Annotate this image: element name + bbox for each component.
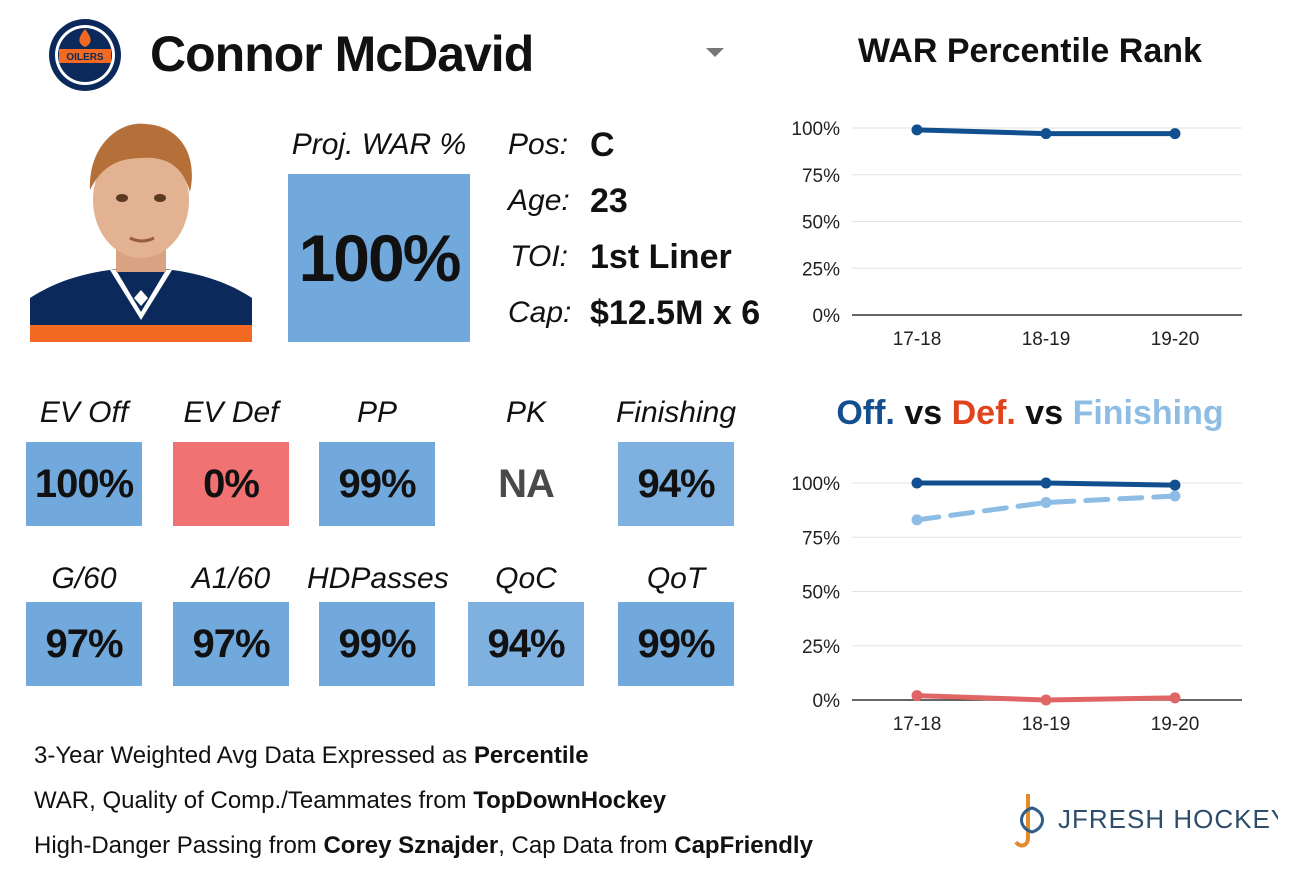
y-tick-label: 50% [802, 583, 840, 604]
footer-line-3-bold-2: CapFriendly [674, 832, 813, 859]
footer-line-1: 3-Year Weighted Avg Data Expressed as Pe… [34, 742, 589, 770]
y-tick-label: 50% [802, 213, 840, 234]
chart1-title: WAR Percentile Rank [858, 32, 1202, 70]
data-point [1040, 128, 1052, 140]
data-point [1169, 692, 1181, 704]
war-percentile-chart: 0% 25% 50% 75% 100% 17-18 18-19 19-20 [791, 119, 1242, 350]
x-tick-label: 17-18 [893, 329, 942, 350]
stat-value-ev-off: 100% [26, 442, 142, 526]
data-point [1040, 477, 1052, 489]
age-label: Age: [508, 184, 570, 217]
toi-label: TOI: [510, 240, 568, 273]
stat-value-qoc: 94% [468, 602, 584, 686]
data-point [911, 514, 923, 526]
footer-line-3-bold-1: Corey Sznajder [323, 832, 499, 859]
x-tick-label: 17-18 [893, 714, 942, 735]
y-tick-label: 100% [791, 119, 840, 140]
y-tick-label: 75% [802, 528, 840, 549]
position-label: Pos: [508, 128, 569, 161]
y-tick-label: 75% [802, 166, 840, 187]
off-def-finishing-chart: 0% 25% 50% 75% 100% 17-18 18-19 19-20 [791, 474, 1242, 735]
stat-value-pk: NA [468, 442, 584, 526]
team-logo: OILERS [48, 18, 122, 92]
data-point [911, 124, 923, 136]
stat-value-finishing: 94% [618, 442, 734, 526]
data-point [1169, 490, 1181, 502]
x-tick-label: 19-20 [1151, 329, 1200, 350]
stat-label-pk: PK [505, 396, 547, 429]
y-tick-label: 25% [802, 259, 840, 280]
footer-line-2: WAR, Quality of Comp./Teammates from Top… [34, 787, 666, 815]
stat-value-hdpasses: 99% [319, 602, 435, 686]
chart2-title-def: Def. [951, 394, 1016, 432]
team-logo-text: OILERS [66, 52, 104, 63]
stat-label-finishing: Finishing [615, 396, 737, 429]
chart2-title-vs-1: vs [894, 394, 952, 432]
cap-label: Cap: [508, 296, 572, 329]
chart2-title-off: Off. [836, 394, 895, 432]
y-tick-label: 0% [813, 306, 841, 327]
stat-label-qoc: QoC [495, 562, 557, 595]
data-point [911, 690, 923, 702]
footer-line-1-text: 3-Year Weighted Avg Data Expressed as [34, 742, 474, 769]
stat-value-a160: 97% [173, 602, 289, 686]
data-point [1040, 497, 1052, 509]
data-point [1169, 479, 1181, 491]
footer-line-3-mid: , Cap Data from [498, 832, 675, 859]
stat-value-g60: 97% [26, 602, 142, 686]
stat-value-ev-def: 0% [173, 442, 289, 526]
y-tick-label: 0% [813, 691, 841, 712]
y-tick-label: 100% [791, 474, 840, 495]
stat-label-hdpasses: HDPasses [307, 562, 449, 595]
footer-line-3-text: High-Danger Passing from [34, 832, 324, 859]
series-line-1 [914, 493, 1178, 523]
x-tick-label: 18-19 [1022, 329, 1071, 350]
footer-line-2-text: WAR, Quality of Comp./Teammates from [34, 787, 474, 814]
footer-line-1-bold: Percentile [473, 742, 589, 769]
toi-value: 1st Liner [590, 238, 732, 276]
cap-value: $12.5M x 6 [590, 294, 761, 332]
x-tick-label: 19-20 [1151, 714, 1200, 735]
stat-label-g60: G/60 [51, 562, 117, 595]
position-value: C [590, 126, 615, 164]
proj-war-label: Proj. WAR % [291, 128, 467, 161]
stat-label-pp: PP [356, 396, 398, 429]
proj-war-value: 100% [288, 174, 470, 342]
brand-text: JFRESH HOCKEY [1058, 804, 1278, 834]
player-photo [30, 120, 252, 342]
footer-line-3: High-Danger Passing from Corey Sznajder,… [34, 832, 813, 860]
player-select-chevron-down-icon[interactable] [706, 48, 724, 57]
chart2-title: Off. vs Def. vs Finishing [790, 394, 1270, 433]
chart2-title-vs-2: vs [1015, 394, 1073, 432]
footer-line-2-bold: TopDownHockey [473, 787, 667, 814]
stat-label-a160: A1/60 [191, 562, 271, 595]
data-point [1169, 128, 1181, 140]
data-point [1040, 694, 1052, 706]
stat-label-qot: QoT [646, 562, 706, 595]
stat-value-qot: 99% [618, 602, 734, 686]
chart2-title-fin: Finishing [1072, 394, 1224, 432]
stat-label-ev-off: EV Off [39, 396, 129, 429]
x-tick-label: 18-19 [1022, 714, 1071, 735]
player-name: Connor McDavid [150, 26, 534, 82]
stat-value-pp: 99% [319, 442, 435, 526]
y-tick-label: 25% [802, 637, 840, 658]
age-value: 23 [590, 182, 628, 220]
brand-logo: JFRESH HOCKEY [1008, 788, 1288, 852]
data-point [911, 477, 923, 489]
stat-label-ev-def: EV Def [183, 396, 279, 429]
